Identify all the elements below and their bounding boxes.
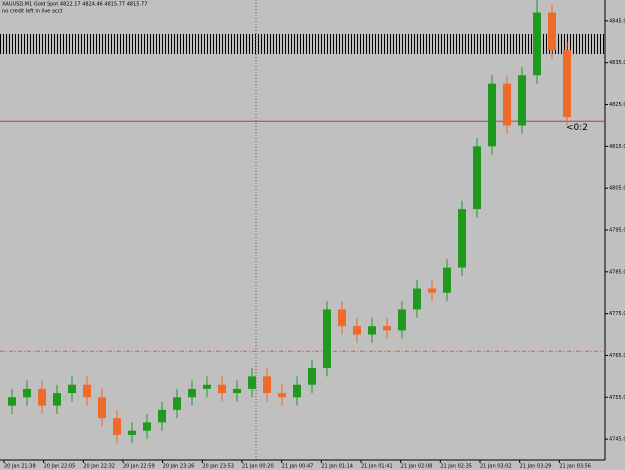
x-tick-label: 21 Jan 03:56	[559, 464, 591, 470]
candle-body	[158, 409, 166, 423]
y-tick-label: 4845.00	[609, 18, 625, 24]
x-tick-label: 21 Jan 00:47	[282, 464, 314, 470]
chart-subtitle: no credit left in live acct	[2, 9, 63, 15]
candle-body	[413, 288, 421, 310]
candle-body	[278, 393, 286, 398]
y-tick-label: 4825.00	[609, 102, 625, 108]
x-tick-label: 21 Jan 02:35	[440, 464, 472, 470]
x-tick-label: 20 Jan 22:32	[83, 464, 115, 470]
candle-body	[83, 384, 91, 398]
candle-body	[458, 209, 466, 268]
candle-body	[488, 83, 496, 147]
candle-body	[533, 12, 541, 76]
candle-body	[53, 393, 61, 406]
candle-body	[368, 326, 376, 335]
candle-body	[548, 12, 556, 51]
x-tick-label: 21 Jan 01:41	[361, 464, 393, 470]
candle-body	[383, 326, 391, 331]
candle-body	[563, 50, 571, 118]
candle-body	[23, 388, 31, 398]
candle-body	[293, 384, 301, 398]
candle-body	[473, 146, 481, 210]
candle-body	[173, 397, 181, 410]
label-band	[0, 34, 605, 54]
y-tick-label: 4815.00	[609, 144, 625, 150]
y-tick-label: 4755.00	[609, 395, 625, 401]
x-tick-label: 20 Jan 23:53	[202, 464, 234, 470]
y-tick-label: 4795.00	[609, 228, 625, 234]
x-tick-label: 20 Jan 23:26	[163, 464, 195, 470]
y-tick-label: 4835.00	[609, 60, 625, 66]
y-tick-label: 4805.00	[609, 186, 625, 192]
candle-body	[518, 75, 526, 126]
candle-body	[8, 397, 16, 406]
candle-body	[443, 267, 451, 293]
candle-body	[503, 83, 511, 126]
candle-body	[128, 430, 136, 435]
candle-body	[323, 309, 331, 368]
x-tick-label: 21 Jan 03:02	[480, 464, 512, 470]
candle-body	[428, 288, 436, 293]
price-tag: <0:2	[566, 123, 588, 133]
candle-body	[98, 397, 106, 419]
candle-body	[353, 326, 361, 335]
candle-body	[263, 376, 271, 394]
candle-body	[338, 309, 346, 327]
x-tick-label: 20 Jan 22:59	[123, 464, 155, 470]
candle-body	[308, 368, 316, 385]
chart-title: XAUUSD,M1 Gold Spot 4822.17 4824.46 4815…	[2, 2, 147, 8]
x-tick-label: 21 Jan 02:08	[401, 464, 433, 470]
candle-body	[113, 418, 121, 435]
x-tick-label: 21 Jan 01:14	[321, 464, 353, 470]
candle-body	[38, 388, 46, 406]
candle-body	[188, 388, 196, 398]
x-tick-label: 20 Jan 22:05	[44, 464, 76, 470]
x-tick-label: 20 Jan 21:38	[4, 464, 36, 470]
candle-body	[203, 384, 211, 389]
x-tick-label: 21 Jan 00:20	[242, 464, 274, 470]
candle-body	[218, 384, 226, 394]
x-tick-label: 21 Jan 03:29	[520, 464, 552, 470]
candle-body	[68, 384, 76, 394]
candle-body	[248, 376, 256, 389]
y-tick-label: 4785.00	[609, 269, 625, 275]
candle-body	[143, 422, 151, 431]
y-tick-label: 4765.00	[609, 353, 625, 359]
candle-body	[233, 388, 241, 394]
y-tick-label: 4775.00	[609, 311, 625, 317]
candle-body	[398, 309, 406, 331]
y-tick-label: 4745.00	[609, 437, 625, 443]
